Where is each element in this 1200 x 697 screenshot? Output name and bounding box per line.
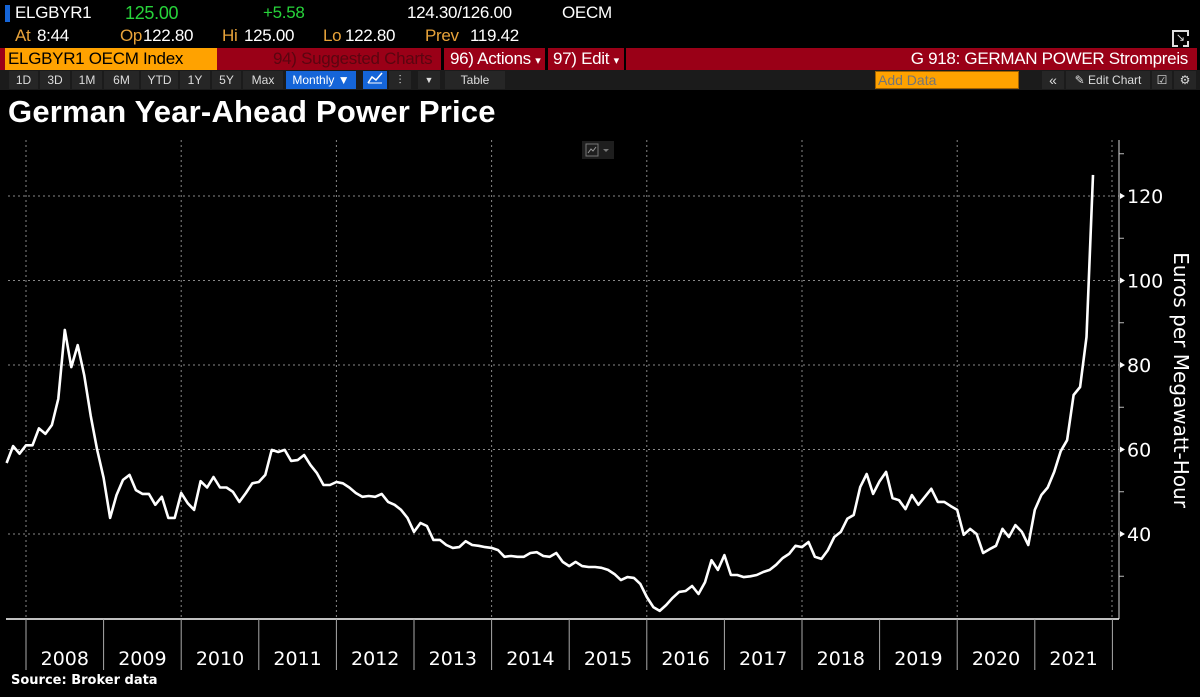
more-dropdown-icon[interactable]: ▼ bbox=[418, 71, 440, 89]
range-button-1d[interactable]: 1D bbox=[9, 71, 38, 89]
edit-chart-label: Edit Chart bbox=[1088, 73, 1142, 87]
line-chart-icon[interactable] bbox=[363, 71, 387, 89]
edit-chart-button[interactable]: ✎ Edit Chart bbox=[1066, 71, 1150, 89]
open-value: 122.80 bbox=[143, 26, 194, 45]
y-tick-label: 120 bbox=[1127, 186, 1163, 208]
menu-divider bbox=[624, 48, 626, 70]
chevron-down-icon: ▾ bbox=[535, 55, 541, 67]
gear-icon[interactable]: ⚙ bbox=[1174, 71, 1196, 89]
prev-label: Prev bbox=[425, 26, 459, 45]
open-label: Op bbox=[120, 26, 143, 45]
table-button[interactable]: Table bbox=[445, 71, 505, 89]
x-tick-label: 2017 bbox=[739, 648, 787, 670]
menu-divider bbox=[545, 48, 548, 70]
low-label: Lo bbox=[323, 26, 342, 45]
last-price: 125.00 bbox=[125, 3, 179, 23]
x-tick-label: 2011 bbox=[273, 648, 321, 670]
security-name: ELGBYR1 OECM Index bbox=[8, 49, 184, 68]
x-tick-label: 2019 bbox=[894, 648, 942, 670]
series-line bbox=[5, 174, 1095, 613]
range-button-6m[interactable]: 6M bbox=[104, 71, 139, 89]
high-label: Hi bbox=[222, 26, 238, 45]
y-tick-label: 60 bbox=[1127, 440, 1151, 462]
y-tick bbox=[1120, 362, 1125, 368]
at-value: 8:44 bbox=[37, 26, 69, 45]
edit-menu[interactable]: 97) Edit ▾ bbox=[553, 49, 619, 69]
x-tick-label: 2020 bbox=[972, 648, 1020, 670]
source-note: Source: Broker data bbox=[11, 673, 158, 688]
popout-icon[interactable]: ↘ bbox=[1172, 30, 1189, 47]
menu-divider bbox=[441, 48, 444, 70]
bid-ask: 124.30/126.00 bbox=[407, 3, 512, 22]
x-tick-label: 2015 bbox=[584, 648, 632, 670]
x-tick-label: 2018 bbox=[817, 648, 865, 670]
menubar bbox=[0, 48, 1197, 70]
security-field[interactable] bbox=[5, 48, 217, 70]
ticker-marker bbox=[5, 5, 10, 22]
x-tick-label: 2009 bbox=[118, 648, 166, 670]
x-tick-label: 2010 bbox=[196, 648, 244, 670]
range-button-ytd[interactable]: YTD bbox=[141, 71, 178, 89]
low-value: 122.80 bbox=[345, 26, 396, 45]
x-tick-label: 2014 bbox=[506, 648, 554, 670]
add-data-input[interactable] bbox=[875, 71, 1019, 89]
chart-title: German Year-Ahead Power Price bbox=[8, 94, 496, 129]
pricing-source: OECM bbox=[562, 3, 612, 22]
annotate-icon[interactable]: ☑ bbox=[1152, 71, 1172, 89]
range-button-3d[interactable]: 3D bbox=[40, 71, 70, 89]
edit-label: 97) Edit bbox=[553, 49, 610, 68]
line-chart-icon bbox=[585, 143, 609, 157]
high-value: 125.00 bbox=[244, 26, 295, 45]
range-button-1m[interactable]: 1M bbox=[72, 71, 102, 89]
range-button-5y[interactable]: 5Y bbox=[212, 71, 241, 89]
collapse-button[interactable]: « bbox=[1042, 71, 1064, 89]
frequency-dropdown[interactable]: Monthly ▼ bbox=[286, 71, 356, 89]
actions-label: 96) Actions bbox=[450, 49, 531, 68]
y-tick-label: 80 bbox=[1127, 355, 1151, 377]
x-tick-label: 2008 bbox=[41, 648, 89, 670]
chart-style-button[interactable] bbox=[582, 141, 614, 159]
ticker: ELGBYR1 bbox=[15, 3, 92, 22]
y-tick bbox=[1120, 446, 1125, 453]
price-change: +5.58 bbox=[263, 3, 305, 22]
actions-menu[interactable]: 96) Actions ▾ bbox=[450, 49, 541, 69]
pencil-icon: ✎ bbox=[1074, 73, 1085, 87]
chart-name: G 918: GERMAN POWER Strompreis bbox=[910, 49, 1189, 68]
y-tick bbox=[1120, 193, 1125, 199]
y-tick-label: 100 bbox=[1127, 271, 1163, 293]
prev-value: 119.42 bbox=[470, 26, 519, 45]
y-tick-label: 40 bbox=[1127, 524, 1151, 546]
at-label: At bbox=[15, 26, 31, 45]
y-tick bbox=[1120, 531, 1125, 537]
y-axis-label: Euros per Megawatt-Hour bbox=[1169, 252, 1193, 509]
x-tick-label: 2012 bbox=[351, 648, 399, 670]
bar-chart-icon[interactable]: ⫶ bbox=[389, 71, 411, 89]
y-tick bbox=[1120, 277, 1125, 284]
x-tick-label: 2013 bbox=[429, 648, 477, 670]
chevron-down-icon: ▾ bbox=[613, 55, 620, 67]
x-tick-label: 2021 bbox=[1049, 648, 1097, 670]
range-button-max[interactable]: Max bbox=[243, 71, 283, 89]
suggested-charts-menu[interactable]: 94) Suggested Charts bbox=[273, 49, 433, 68]
x-tick-label: 2016 bbox=[661, 648, 709, 670]
range-button-1y[interactable]: 1Y bbox=[180, 71, 210, 89]
